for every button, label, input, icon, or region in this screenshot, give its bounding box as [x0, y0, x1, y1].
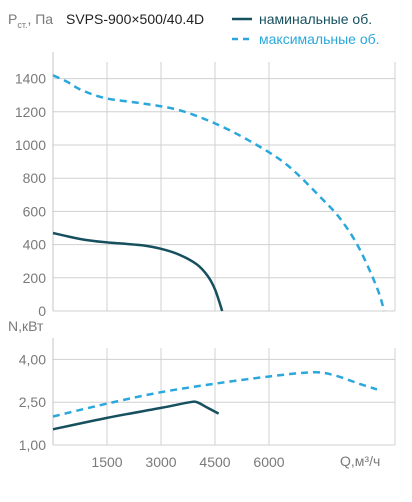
x-tick-label: 1500 [91, 454, 122, 470]
pressure-series-nominal [52, 231, 224, 312]
chart-title: SVPS-900×500/40.4D [66, 11, 204, 27]
labels-layer: 0 200 400 600 800 1000 1200 1400 1,00 2,50 4,00 150… [15, 71, 285, 470]
pressure-y-tick-label: 0 [38, 303, 46, 319]
pressure-series-max [52, 74, 386, 312]
series-layer [52, 74, 386, 431]
legend-label-max: максимальные об. [259, 31, 380, 47]
power-y-tick-label: 4,00 [19, 351, 46, 367]
pressure-axis-subscript: ст. [17, 20, 27, 30]
power-y-tick-label: 1,00 [19, 437, 46, 453]
grid-layer [53, 62, 396, 446]
pressure-axis-unit: , Па [27, 11, 53, 27]
pressure-axis-title: Pст., Па [8, 11, 53, 30]
x-tick-label: 4500 [199, 454, 230, 470]
legend: наминальные об. максимальные об. [232, 11, 380, 47]
x-axis-title: Q,м³/ч [340, 453, 380, 469]
pressure-y-tick-label: 800 [23, 170, 47, 186]
power-series-nominal [52, 400, 220, 431]
x-tick-label: 6000 [253, 454, 284, 470]
x-tick-label: 3000 [145, 454, 176, 470]
pressure-y-tick-label: 1000 [15, 137, 46, 153]
pressure-y-tick-label: 400 [23, 237, 47, 253]
legend-label-nominal: наминальные об. [259, 11, 372, 27]
pressure-axis-symbol: P [8, 11, 17, 27]
pressure-y-tick-label: 1200 [15, 104, 46, 120]
power-y-tick-label: 2,50 [19, 394, 46, 410]
power-axis-title: N,кВт [8, 318, 44, 334]
pressure-y-tick-label: 600 [23, 203, 47, 219]
pressure-y-tick-label: 200 [23, 270, 47, 286]
power-series-max [52, 371, 378, 418]
pressure-y-tick-label: 1400 [15, 71, 46, 87]
